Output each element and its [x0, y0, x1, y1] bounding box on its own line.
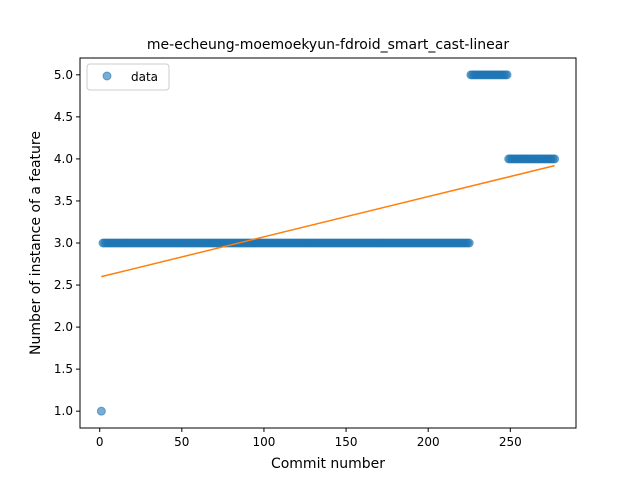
- y-tick-label: 3.0: [54, 236, 73, 250]
- data-point: [502, 70, 512, 80]
- y-tick-label: 4.0: [54, 152, 73, 166]
- data-point: [464, 238, 474, 248]
- y-tick-label: 1.5: [54, 362, 73, 376]
- linear-fit-line: [101, 164, 555, 278]
- x-tick-label: 250: [499, 435, 522, 449]
- y-tick-label: 2.5: [54, 278, 73, 292]
- y-tick-label: 5.0: [54, 68, 73, 82]
- legend: data: [86, 63, 170, 91]
- y-tick-label: 3.5: [54, 194, 73, 208]
- x-tick-label: 0: [96, 435, 104, 449]
- x-tick-label: 150: [335, 435, 358, 449]
- x-tick-label: 100: [252, 435, 275, 449]
- y-tick-label: 1.0: [54, 404, 73, 418]
- y-tick-label: 2.0: [54, 320, 73, 334]
- y-axis-ticks: 1.0 1.5 2.0 2.5 3.0 3.5 4.0 4.5 5.0: [54, 68, 80, 418]
- x-tick-label: 200: [417, 435, 440, 449]
- legend-marker-data: [102, 71, 112, 81]
- x-axis-ticks: 0 50 100 150 200 250: [96, 428, 522, 449]
- data-point: [96, 406, 106, 416]
- legend-label-data: data: [131, 70, 158, 84]
- legend-box: [86, 63, 170, 91]
- x-tick-label: 50: [174, 435, 189, 449]
- y-tick-label: 4.5: [54, 110, 73, 124]
- x-axis-label: Commit number: [271, 456, 385, 472]
- y-axis-label: Number of instance of a feature: [28, 131, 44, 355]
- plot-data: [96, 70, 560, 416]
- chart-title: me-echeung-moemoekyun-fdroid_smart_cast-…: [147, 37, 509, 53]
- data-point: [550, 154, 560, 164]
